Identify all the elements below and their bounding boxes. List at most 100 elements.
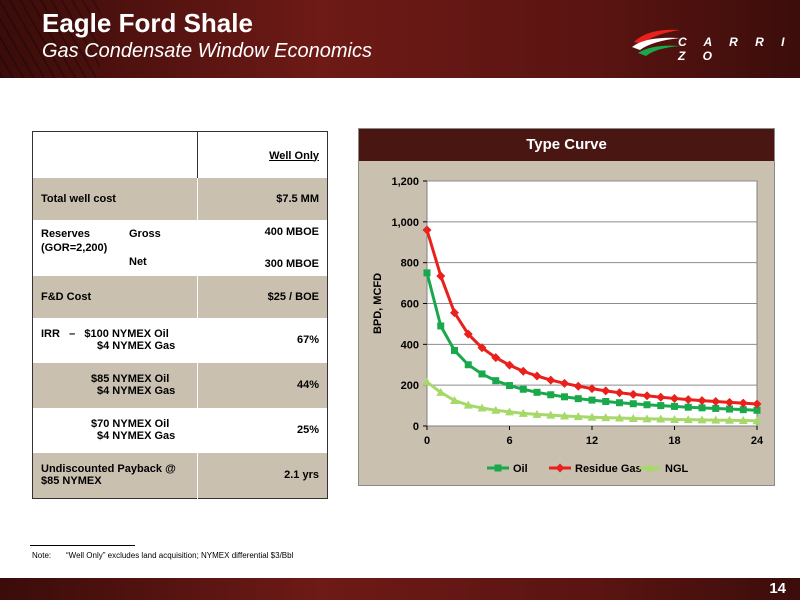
note-divider — [30, 545, 135, 546]
table-row-payback: Undiscounted Payback @ $85 NYMEX 2.1 yrs — [32, 452, 328, 499]
data-point-residue-gas — [628, 389, 638, 399]
data-point-ngl — [752, 416, 762, 425]
data-point-residue-gas — [491, 353, 501, 363]
data-point-ngl — [601, 413, 611, 422]
legend-swatch-marker — [645, 463, 655, 472]
slide-header: Eagle Ford Shale Gas Condensate Window E… — [0, 0, 800, 78]
y-tick-label: 0 — [413, 421, 419, 433]
y-tick-label: 800 — [401, 258, 419, 270]
data-point-oil — [519, 385, 527, 393]
data-point-ngl — [532, 409, 542, 418]
well-only-header: Well Only — [269, 149, 319, 162]
data-point-oil — [423, 269, 431, 277]
page-number: 14 — [769, 580, 786, 597]
carrizo-logo-text: C A R R I Z O — [678, 35, 792, 63]
data-point-ngl — [615, 413, 624, 422]
table-row-total-well-cost: Total well cost $7.5 MM — [32, 177, 328, 220]
data-point-oil — [602, 398, 610, 405]
data-point-oil — [657, 402, 665, 410]
data-point-residue-gas — [697, 396, 707, 406]
legend-swatch-marker — [494, 464, 502, 472]
reserves-net-label: Net — [129, 255, 147, 268]
data-point-oil — [506, 382, 513, 390]
data-point-ngl — [711, 415, 721, 424]
data-point-oil — [464, 361, 472, 369]
data-point-ngl — [518, 408, 528, 417]
data-point-ngl — [560, 411, 569, 420]
data-point-residue-gas — [477, 343, 487, 353]
data-point-residue-gas — [532, 371, 542, 381]
table-column-header: Well Only — [197, 131, 328, 178]
reserves-net-value: 300 MBOE — [264, 257, 319, 270]
irr-85-value: 44% — [197, 362, 328, 408]
irr-70-value: 25% — [197, 407, 328, 453]
series-oil — [423, 269, 761, 414]
reserves-gross-value: 400 MBOE — [264, 225, 319, 238]
reserves-label-cell: Reserves Gross (GOR=2,200) Net — [32, 219, 198, 276]
legend-item-ngl: NGL — [639, 463, 689, 475]
economics-table: Well Only Total well cost $7.5 MM Reserv… — [32, 131, 328, 499]
data-point-residue-gas — [546, 375, 556, 385]
data-point-residue-gas — [422, 225, 432, 235]
irr-70-label-cell: $70 NYMEX Oil $4 NYMEX Gas — [32, 407, 198, 453]
note-text: “Well Only” excludes land acquisition; N… — [66, 551, 294, 560]
payback-value: 2.1 yrs — [197, 452, 328, 499]
slide-title: Eagle Ford Shale — [42, 8, 253, 38]
data-point-ngl — [697, 415, 707, 424]
x-tick-label: 12 — [586, 435, 598, 447]
irr-70-gas: $4 NYMEX Gas — [97, 430, 176, 442]
note-label: Note: — [32, 551, 52, 560]
data-point-ngl — [587, 412, 597, 421]
y-axis-label: BPD, MCFD — [372, 273, 384, 334]
data-point-oil — [753, 406, 761, 414]
data-point-residue-gas — [573, 381, 583, 391]
y-tick-label: 1,200 — [391, 176, 419, 188]
type-curve-panel: Type Curve 0 200 400 600 800 1,000 1,200 0 6 12 18… — [358, 128, 775, 486]
data-point-oil — [451, 346, 458, 354]
slide-subtitle: Gas Condensate Window Economics — [42, 40, 372, 62]
data-point-oil — [671, 402, 678, 410]
data-point-oil — [616, 399, 623, 407]
data-point-oil — [574, 395, 582, 403]
data-point-ngl — [463, 400, 473, 409]
y-tick-label: 200 — [401, 380, 419, 392]
data-point-residue-gas — [656, 392, 666, 402]
y-tick-label: 600 — [401, 299, 419, 311]
legend-item-residue-gas: Residue Gas — [549, 463, 642, 475]
data-point-residue-gas — [615, 388, 624, 398]
data-point-residue-gas — [642, 391, 652, 401]
chart-title: Type Curve — [359, 129, 774, 161]
payback-label-2: $85 NYMEX — [41, 475, 102, 488]
data-point-oil — [712, 404, 720, 412]
data-point-oil — [698, 404, 706, 412]
data-point-ngl — [436, 387, 446, 396]
y-tick-label: 1,000 — [391, 217, 419, 229]
payback-label-cell: Undiscounted Payback @ $85 NYMEX — [32, 452, 198, 499]
data-point-oil — [492, 377, 500, 385]
reserves-values-cell: 400 MBOE 300 MBOE — [197, 219, 328, 276]
slide-footer: 14 — [0, 578, 800, 600]
irr-100-value: 67% — [197, 317, 328, 363]
data-point-residue-gas — [505, 360, 514, 370]
irr-85-label-cell: $85 NYMEX Oil $4 NYMEX Gas — [32, 362, 198, 408]
series-residue-gas — [422, 225, 762, 409]
reserves-label: Reserves — [41, 227, 90, 240]
data-point-residue-gas — [436, 271, 446, 281]
data-point-ngl — [505, 407, 514, 416]
legend-swatch-marker — [555, 463, 565, 473]
data-point-ngl — [670, 414, 679, 423]
data-point-residue-gas — [738, 398, 748, 408]
data-point-oil — [684, 403, 692, 411]
data-point-ngl — [642, 414, 652, 423]
legend-label: Oil — [513, 463, 528, 475]
data-point-oil — [437, 322, 445, 330]
series-ngl — [422, 377, 762, 425]
data-point-ngl — [656, 414, 666, 423]
data-point-residue-gas — [560, 378, 569, 388]
x-tick-label: 18 — [668, 435, 680, 447]
legend-label: Residue Gas — [575, 463, 642, 475]
table-row-irr-85: $85 NYMEX Oil $4 NYMEX Gas 44% — [32, 362, 328, 408]
data-point-residue-gas — [450, 308, 459, 318]
data-point-oil — [547, 391, 555, 399]
reserves-gross-label: Gross — [129, 227, 161, 240]
